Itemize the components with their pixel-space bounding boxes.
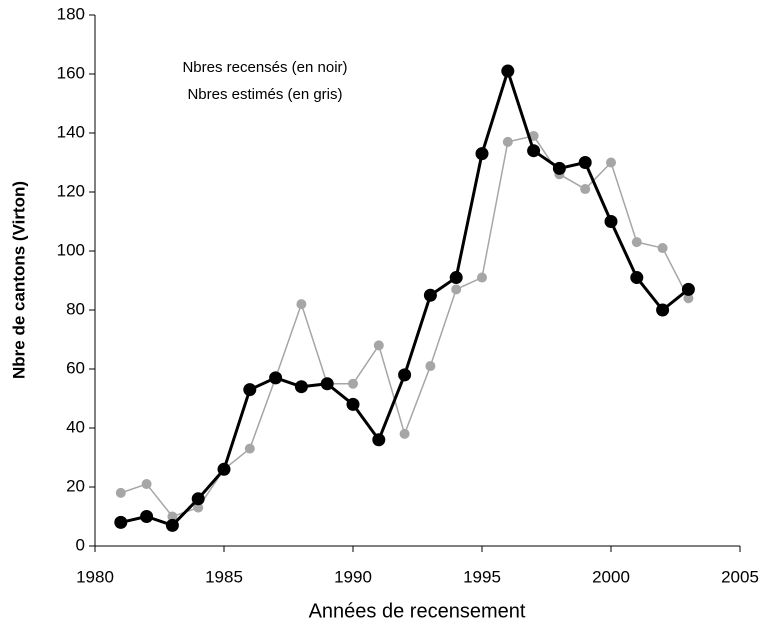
- y-tick-label: 80: [66, 299, 85, 318]
- x-tick-label: 1980: [76, 567, 114, 586]
- point: [167, 511, 178, 522]
- point: [296, 299, 307, 310]
- point: [193, 502, 204, 513]
- point: [606, 157, 616, 168]
- point: [294, 380, 308, 394]
- point: [683, 293, 694, 304]
- point: [578, 156, 592, 169]
- point: [477, 272, 487, 283]
- y-tick-label: 160: [57, 63, 85, 82]
- x-tick-label: 2000: [592, 567, 630, 586]
- y-tick-label: 100: [57, 240, 85, 259]
- point: [475, 147, 489, 161]
- series-line: [120, 69, 690, 527]
- point: [114, 515, 128, 529]
- y-tick-label: 60: [66, 358, 85, 377]
- point: [372, 433, 386, 447]
- y-tick-label: 20: [66, 476, 85, 495]
- point: [373, 340, 384, 351]
- x-tick-label: 1990: [334, 567, 372, 586]
- point: [348, 378, 358, 389]
- point: [604, 215, 618, 228]
- y-tick-label: 120: [57, 181, 85, 200]
- y-axis-label: Nbre de cantons (Virton): [9, 181, 28, 379]
- point: [244, 443, 255, 454]
- y-tick-label: 140: [57, 122, 85, 141]
- y-tick-label: 180: [57, 4, 85, 23]
- point: [631, 237, 642, 248]
- x-tick-label: 1995: [463, 567, 501, 586]
- point: [217, 462, 231, 476]
- point: [501, 64, 515, 78]
- point: [449, 271, 463, 285]
- point: [140, 510, 154, 523]
- point: [399, 428, 410, 439]
- point: [320, 377, 334, 391]
- annotation: Nbres recensés (en noir): [182, 59, 347, 76]
- point: [552, 161, 566, 175]
- point: [425, 361, 436, 372]
- point: [243, 383, 257, 397]
- annotation: Nbres estimés (en gris): [187, 86, 342, 103]
- point: [451, 284, 462, 295]
- point: [657, 243, 668, 254]
- point: [423, 288, 437, 302]
- point: [580, 184, 591, 195]
- point: [681, 282, 695, 296]
- point: [346, 397, 360, 411]
- point: [191, 492, 205, 506]
- point: [502, 136, 513, 147]
- y-tick-label: 0: [76, 535, 85, 554]
- x-axis-label: Années de recensement: [309, 600, 526, 622]
- point: [630, 271, 644, 285]
- x-tick-label: 2005: [721, 567, 759, 586]
- y-tick-label: 40: [66, 417, 85, 436]
- point: [398, 368, 412, 382]
- point: [165, 518, 179, 532]
- point: [141, 479, 152, 490]
- point: [656, 303, 670, 317]
- series-line: [120, 135, 690, 518]
- x-tick-label: 1985: [205, 567, 243, 586]
- point: [115, 487, 126, 498]
- point: [269, 371, 283, 385]
- point: [527, 144, 541, 158]
